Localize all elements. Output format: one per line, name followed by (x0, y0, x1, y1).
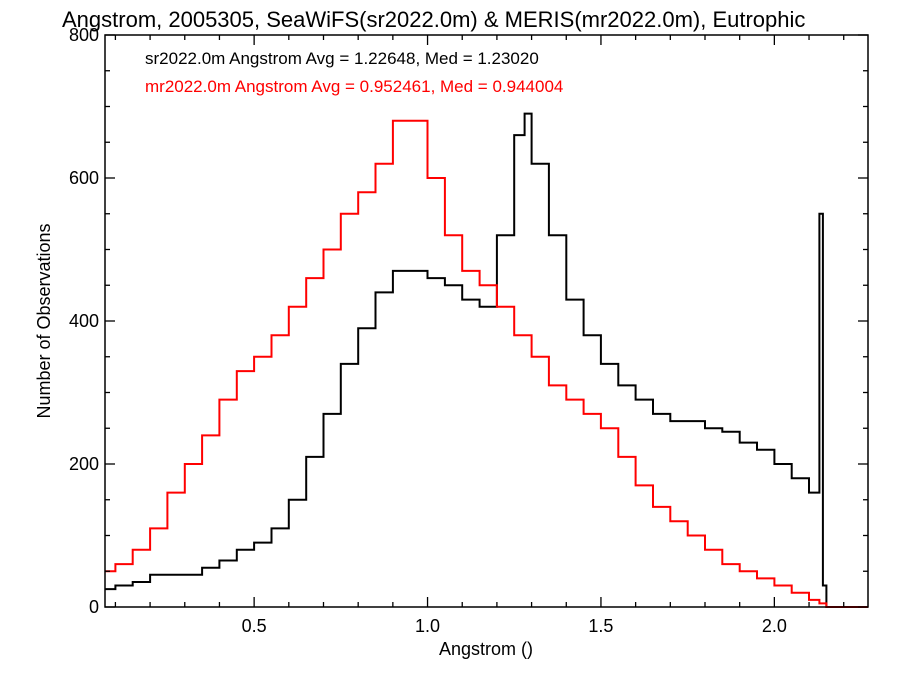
x-tick-label: 0.5 (242, 616, 267, 636)
y-tick-label: 200 (69, 454, 99, 474)
y-tick-label: 400 (69, 311, 99, 331)
x-axis-label: Angstrom () (439, 639, 533, 659)
annotation-mr2022: mr2022.0m Angstrom Avg = 0.952461, Med =… (145, 77, 563, 96)
y-tick-label: 800 (69, 25, 99, 45)
y-tick-label: 600 (69, 168, 99, 188)
x-tick-label: 1.5 (588, 616, 613, 636)
y-axis-label: Number of Observations (34, 223, 54, 418)
chart-title: Angstrom, 2005305, SeaWiFS(sr2022.0m) & … (62, 7, 805, 32)
y-tick-label: 0 (89, 597, 99, 617)
ticks-layer: 0.5 1.0 1.5 2.0 0 200 400 600 800 (69, 25, 868, 636)
series-mr2022.0m (105, 119, 868, 608)
series-sr2022.0m (105, 112, 868, 608)
series-layer (105, 112, 868, 608)
annotation-sr2022: sr2022.0m Angstrom Avg = 1.22648, Med = … (145, 49, 539, 68)
x-tick-label: 1.0 (415, 616, 440, 636)
series-step-line (105, 119, 868, 608)
x-tick-label: 2.0 (762, 616, 787, 636)
series-step-line (105, 112, 868, 608)
